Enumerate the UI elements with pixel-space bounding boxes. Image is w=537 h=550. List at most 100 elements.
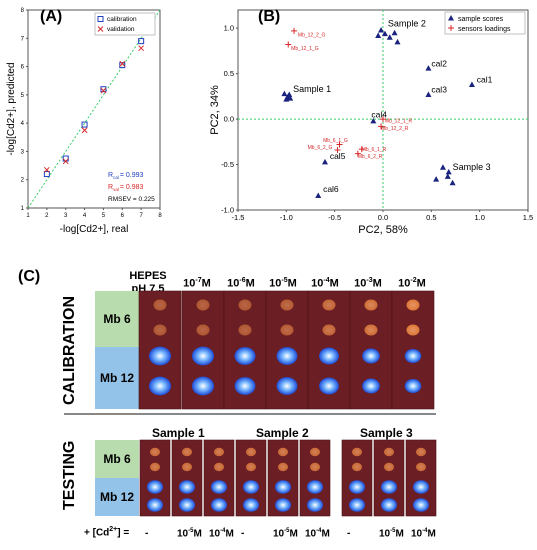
blue-spot bbox=[275, 480, 291, 494]
testing-label: TESTING bbox=[61, 440, 78, 510]
orange-spot bbox=[364, 299, 378, 311]
testing-conc-label: 10-4M bbox=[209, 528, 234, 539]
blue-spot bbox=[307, 480, 323, 494]
orange-spot bbox=[322, 324, 336, 336]
loading-label-mb6_2_r: Mb_6_2_R bbox=[358, 154, 383, 160]
cd-label-prefix: + [Cd bbox=[84, 527, 110, 539]
score-point bbox=[439, 164, 446, 170]
blue-spot bbox=[147, 498, 163, 512]
blue-spot bbox=[243, 498, 259, 512]
r2-cal-value: = 0.993 bbox=[120, 172, 144, 179]
x-tick-label-b: -1.0 bbox=[280, 213, 293, 222]
blue-spot bbox=[404, 378, 422, 394]
orange-spot bbox=[246, 447, 256, 457]
validation-point bbox=[81, 127, 88, 134]
validation-point bbox=[119, 60, 126, 67]
validation-point bbox=[62, 158, 69, 165]
score-point bbox=[281, 90, 288, 97]
rmsev-annotation: RMSEV = 0.225 bbox=[108, 196, 155, 203]
score-point bbox=[445, 168, 452, 175]
loading-point bbox=[336, 141, 343, 148]
blue-spot bbox=[319, 347, 339, 365]
testing-conc-label: - bbox=[347, 528, 351, 539]
x-axis-label-b: PC2, 58% bbox=[358, 224, 408, 236]
legend-text-scores: sample scores bbox=[458, 16, 504, 23]
blue-spot bbox=[349, 480, 365, 494]
score-point bbox=[375, 32, 382, 38]
orange-spot bbox=[416, 462, 426, 472]
conc-exp: -5 bbox=[188, 528, 194, 534]
pca-chart: -1.5 -1.0 -0.5 0.0 0.5 1.0 1.5-1.0-0.50.00.51.… bbox=[209, 9, 533, 236]
legend-box-a bbox=[94, 12, 156, 36]
r2-val-value: = 0.983 bbox=[120, 184, 144, 191]
y-tick-label-b: 0.5 bbox=[224, 69, 234, 78]
legend-a: calibration validation bbox=[94, 12, 156, 36]
blue-spot bbox=[413, 480, 429, 494]
row-label-mb12-testing: Mb 12 bbox=[95, 478, 139, 516]
score-point bbox=[394, 38, 401, 45]
col-header-base: 10 bbox=[183, 277, 196, 290]
blue-spot bbox=[211, 498, 227, 512]
validation-point bbox=[138, 45, 144, 52]
col-header-exp: -7 bbox=[195, 277, 202, 284]
point-label-cal4: cal4 bbox=[371, 109, 387, 119]
col-header-base: 10 bbox=[354, 277, 367, 290]
conc-exp: -5 bbox=[284, 528, 290, 534]
col-header-base: 10 bbox=[311, 277, 324, 290]
plot-frame-a bbox=[27, 9, 161, 209]
x-tick-label-b: 1.0 bbox=[474, 213, 484, 222]
loading-label-mb12_1_r: Mb_12_1_R bbox=[385, 119, 413, 125]
panel-c-label: (C) bbox=[18, 268, 41, 285]
blue-spot bbox=[319, 377, 339, 395]
conc-unit: M bbox=[289, 528, 298, 540]
col-header-exp: -4 bbox=[323, 277, 330, 284]
x-tick-label-a: 5 bbox=[102, 213, 106, 219]
y-tick-label-a: 6 bbox=[21, 65, 25, 71]
col-header-unit: M bbox=[329, 277, 339, 290]
loading-point bbox=[378, 123, 385, 130]
col-header-exp: -6 bbox=[239, 277, 246, 284]
r2-val-prefix: R bbox=[108, 184, 113, 191]
y-tick-label-b: 1.0 bbox=[224, 24, 234, 33]
orange-spot bbox=[406, 324, 420, 336]
col-header-base: 10 bbox=[269, 277, 282, 290]
validation-point bbox=[100, 87, 107, 94]
y-axis-label-a: -log[Cd2+], predicted bbox=[6, 62, 17, 155]
x-tick-label-a: 6 bbox=[121, 213, 125, 219]
col-header-exp: -5 bbox=[281, 277, 288, 284]
score-point bbox=[322, 158, 328, 165]
y-tick-label-a: 3 bbox=[21, 149, 25, 155]
score-point bbox=[370, 117, 377, 124]
col-header-unit: M bbox=[245, 277, 255, 290]
col-header-base: 10 bbox=[227, 277, 240, 290]
sample-2-header: Sample 2 bbox=[256, 426, 309, 440]
cd-label-suffix: ] = bbox=[117, 527, 130, 539]
orange-spot bbox=[182, 462, 192, 472]
sample-1-header: Sample 1 bbox=[152, 426, 205, 440]
col-header-unit: M bbox=[416, 277, 426, 290]
calibration-point bbox=[43, 171, 50, 178]
calibration-chart: 1 2 3 4 5 6 7 8 1 2 3 4 5 6 7 8 -log[Cd2+], real -log[Cd2… bbox=[6, 8, 162, 235]
legend-text-validation: validation bbox=[107, 26, 135, 33]
point-label-cal5: cal5 bbox=[330, 151, 346, 161]
point-label-sample1: Sample 1 bbox=[293, 84, 331, 94]
loading-label-mb6_1_r: Mb_6_1_R bbox=[362, 147, 387, 153]
x-tick-label-a: 1 bbox=[26, 213, 30, 219]
point-label-cal1: cal1 bbox=[477, 75, 493, 85]
blue-spot bbox=[276, 347, 298, 365]
calibration-point bbox=[119, 62, 126, 69]
orange-spot bbox=[280, 299, 294, 311]
point-label-sample3: Sample 3 bbox=[453, 162, 491, 172]
loading-point bbox=[285, 41, 292, 48]
conc-base: 10 bbox=[177, 528, 189, 540]
y-tick-label-a: 2 bbox=[21, 178, 25, 184]
orange-spot bbox=[278, 462, 288, 472]
orange-spot bbox=[352, 447, 362, 457]
calibration-point bbox=[81, 121, 88, 128]
loading-label-mb12_1_g: Mb_12_1_G bbox=[291, 46, 319, 52]
y-tick-label-a: 5 bbox=[21, 93, 25, 99]
x-tick-label-b: 0.5 bbox=[426, 213, 436, 222]
x-tick-label-a: 2 bbox=[45, 213, 49, 219]
col-header-conc: 10-2M bbox=[392, 277, 432, 290]
orange-spot bbox=[416, 447, 426, 457]
